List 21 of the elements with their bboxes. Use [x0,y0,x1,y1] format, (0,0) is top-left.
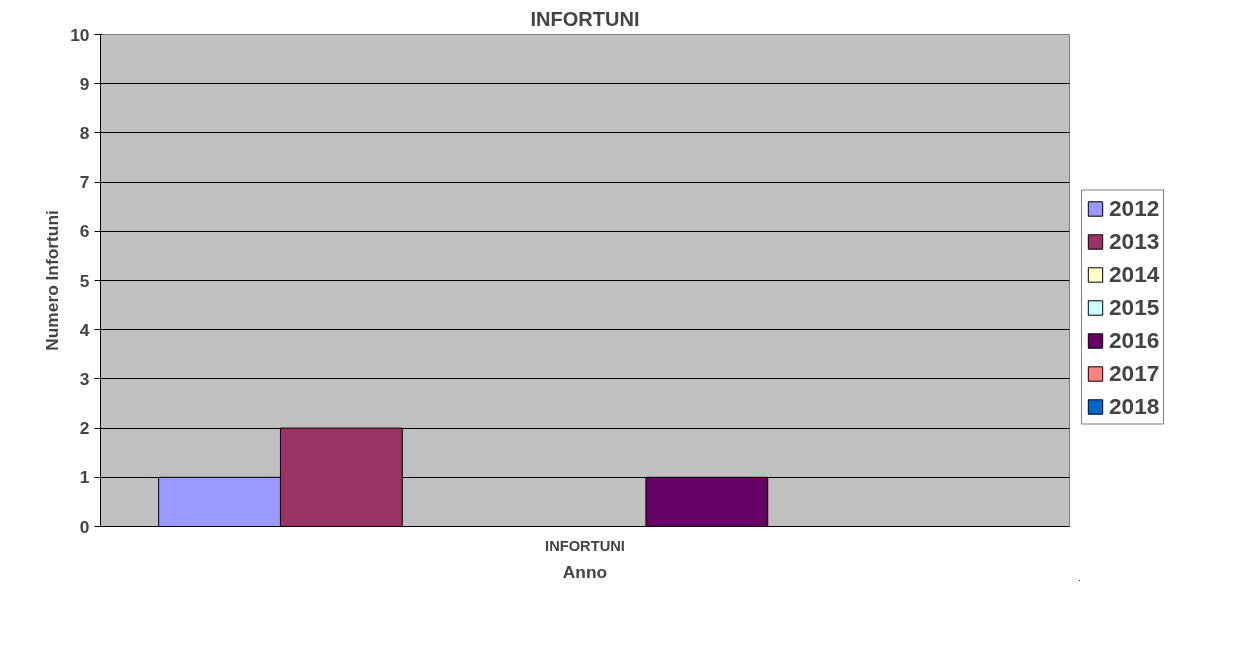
legend-label: 2016 [1109,326,1160,354]
y-tick-label: 2 [79,418,90,439]
chart-title: INFORTUNI [530,7,640,30]
y-tick-label: 8 [79,122,90,143]
legend-label: 2018 [1109,392,1160,420]
y-axis-title: Numero Infortuni [42,210,63,351]
y-tick-label: 7 [79,172,90,193]
y-tick-label: 4 [79,319,90,340]
y-tick-label: 5 [79,270,90,291]
legend-label: 2015 [1109,293,1160,321]
legend-label: 2012 [1109,194,1160,222]
y-tick-label: 10 [70,24,90,45]
x-axis-title: Anno [562,561,608,582]
legend-label: 2014 [1109,260,1160,288]
y-tick-label: 1 [79,467,90,488]
y-tick-label: 6 [79,221,90,242]
legend-label: 2017 [1109,359,1160,387]
y-tick-label: 9 [79,73,90,94]
y-tick-label: 3 [79,368,90,389]
y-tick-label: 0 [79,516,90,537]
legend-label: 2013 [1109,227,1160,255]
